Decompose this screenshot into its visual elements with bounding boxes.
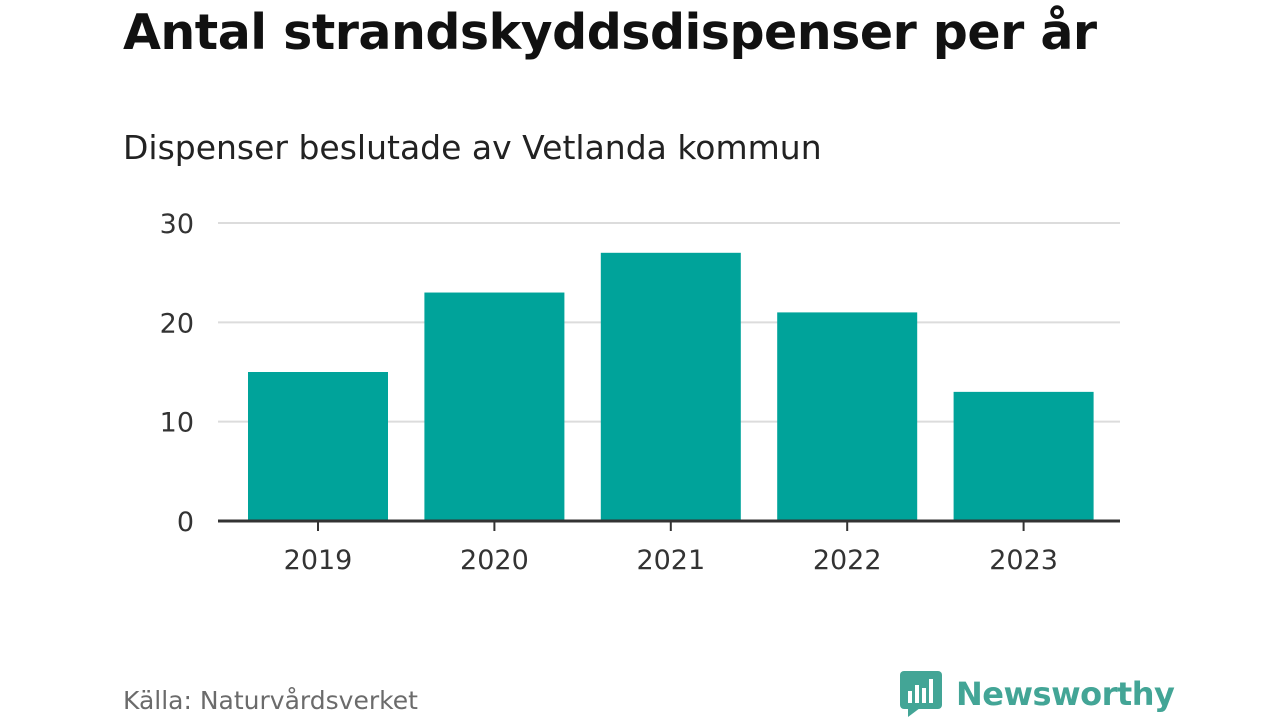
y-tick-label-20: 20 [160,308,194,339]
bar-2022 [777,312,918,521]
chart-subtitle: Dispenser beslutade av Vetlanda kommun [123,128,822,167]
x-tick-label-2020: 2020 [460,545,529,576]
chart-title: Antal strandskyddsdispenser per år [123,4,1097,61]
newsworthy-logo: Newsworthy [900,670,1175,718]
y-tick-label-10: 10 [160,408,194,439]
bar-2019 [248,372,388,521]
x-tick-label-2021: 2021 [636,545,705,576]
source-note: Källa: Naturvårdsverket [123,686,418,715]
y-tick-label-30: 30 [160,209,194,240]
y-tick-label-0: 0 [177,507,194,538]
logo-text: Newsworthy [956,675,1175,713]
bar-2023 [953,391,1094,521]
bar-2020 [424,292,565,521]
x-tick-label-2019: 2019 [284,545,353,576]
x-tick-label-2022: 2022 [813,545,882,576]
x-tick-label-2023: 2023 [989,545,1058,576]
bar-2021 [600,252,741,522]
bar-chart-speech-bubble-icon [900,671,942,717]
